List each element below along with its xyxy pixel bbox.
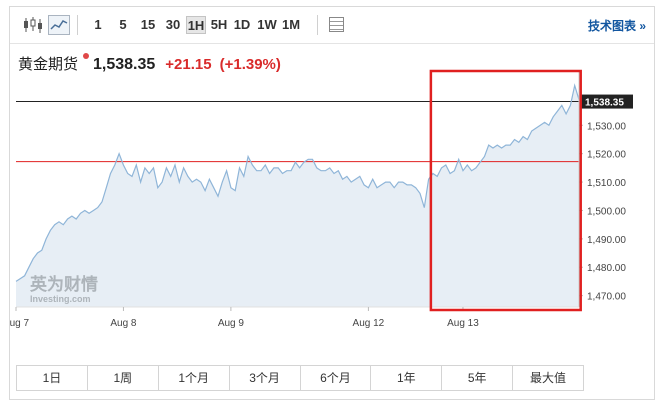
timeframe-1d[interactable]: 1D xyxy=(233,17,251,32)
range-button-5[interactable]: 1年 xyxy=(371,366,443,390)
y-tick-label: 1,530.00 xyxy=(587,121,626,132)
x-tick-label: Aug 13 xyxy=(447,318,479,329)
line-chart-icon[interactable] xyxy=(48,15,70,35)
technical-chart-link[interactable]: 技术图表 » xyxy=(587,19,646,33)
status-dot-icon xyxy=(83,53,90,59)
x-tick-label: Aug 12 xyxy=(353,318,385,329)
timeframe-5h[interactable]: 5H xyxy=(210,17,228,32)
range-selector: 1日 1周 1个月 3个月 6个月 1年 5年 最大值 xyxy=(16,365,584,391)
price-change-pct: (+1.39%) xyxy=(219,56,281,73)
range-button-2[interactable]: 1个月 xyxy=(159,366,230,390)
x-tick-label: Aug 8 xyxy=(110,318,137,329)
timeframe-30[interactable]: 30 xyxy=(165,17,181,32)
instrument-name: 黄金期货 xyxy=(18,56,79,73)
chart-widget: 1 5 15 30 1H 5H 1D 1W 1M 技术图表 » 黄金期货 1,538.35 +21.… xyxy=(9,6,655,400)
price-change: +21.15 xyxy=(165,56,212,73)
series-area xyxy=(16,85,579,307)
toolbar-divider xyxy=(77,15,78,35)
last-price-label: 1,538.35 xyxy=(585,98,624,109)
range-button-3[interactable]: 3个月 xyxy=(230,366,301,390)
timeframe-15[interactable]: 15 xyxy=(140,17,156,32)
range-button-7[interactable]: 最大值 xyxy=(530,371,567,385)
watermark-en: Investing.com xyxy=(30,294,91,304)
range-button-6[interactable]: 5年 xyxy=(442,366,514,390)
candlestick-icon[interactable] xyxy=(22,15,44,35)
y-tick-label: 1,480.00 xyxy=(587,263,626,274)
timeframe-1h[interactable]: 1H xyxy=(186,16,206,34)
range-button-0[interactable]: 1日 xyxy=(17,366,88,390)
timeframe-1w[interactable]: 1W xyxy=(257,17,277,32)
range-button-4[interactable]: 6个月 xyxy=(301,366,372,390)
timeframe-1m[interactable]: 1M xyxy=(281,17,301,32)
quote-header: 黄金期货 1,538.35 +21.15 (+1.39%) xyxy=(18,53,281,77)
timeframe-1[interactable]: 1 xyxy=(94,17,102,32)
table-icon[interactable] xyxy=(329,17,344,32)
series-line xyxy=(15,83,580,282)
y-tick-label: 1,500.00 xyxy=(587,206,626,217)
x-tick-label: Aug 9 xyxy=(218,318,245,329)
timeframe-5[interactable]: 5 xyxy=(119,17,127,32)
x-tick-label: Aug 7 xyxy=(10,318,30,329)
y-tick-label: 1,520.00 xyxy=(587,150,626,161)
y-tick-label: 1,490.00 xyxy=(587,235,626,246)
last-price-box xyxy=(581,94,633,109)
last-price: 1,538.35 xyxy=(93,56,156,73)
toolbar: 1 5 15 30 1H 5H 1D 1W 1M 技术图表 » xyxy=(10,7,654,44)
range-button-1[interactable]: 1周 xyxy=(88,366,159,390)
watermark-cn: 英为财情 xyxy=(30,274,98,295)
highlight-box xyxy=(429,69,582,312)
y-tick-label: 1,470.00 xyxy=(587,292,626,303)
y-tick-label: 1,510.00 xyxy=(587,178,626,189)
toolbar-divider xyxy=(317,15,318,35)
price-chart[interactable]: 1,470.00 1,480.00 1,490.00 1,500.00 1,510.00… xyxy=(10,7,654,357)
